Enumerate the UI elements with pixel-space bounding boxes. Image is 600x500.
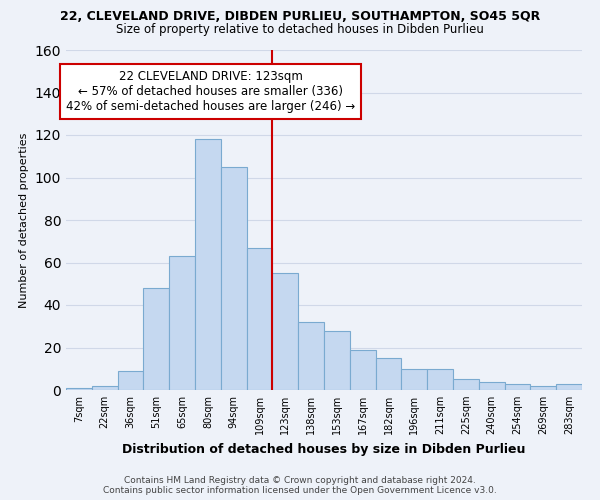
Bar (169, 256, 195, 390)
Bar (505, 384, 530, 390)
X-axis label: Distribution of detached houses by size in Dibden Purlieu: Distribution of detached houses by size … (122, 442, 526, 456)
Bar (247, 248, 272, 390)
Text: Contains HM Land Registry data © Crown copyright and database right 2024.
Contai: Contains HM Land Registry data © Crown c… (103, 476, 497, 495)
Text: 22, CLEVELAND DRIVE, DIBDEN PURLIEU, SOUTHAMPTON, SO45 5QR: 22, CLEVELAND DRIVE, DIBDEN PURLIEU, SOU… (60, 10, 540, 23)
Bar (143, 288, 169, 390)
Bar (556, 384, 582, 390)
Bar (376, 358, 401, 390)
Bar (479, 382, 505, 390)
Bar (427, 369, 453, 390)
Bar (401, 369, 427, 390)
Bar (324, 330, 350, 390)
Bar (92, 386, 118, 390)
Bar (530, 386, 556, 390)
Text: Size of property relative to detached houses in Dibden Purlieu: Size of property relative to detached ho… (116, 22, 484, 36)
Text: 22 CLEVELAND DRIVE: 123sqm
← 57% of detached houses are smaller (336)
42% of sem: 22 CLEVELAND DRIVE: 123sqm ← 57% of deta… (66, 70, 355, 114)
Bar (221, 167, 247, 390)
Bar (298, 322, 324, 390)
Bar (195, 139, 221, 390)
Bar (66, 388, 92, 390)
Bar (453, 380, 479, 390)
Y-axis label: Number of detached properties: Number of detached properties (19, 132, 29, 308)
Bar (118, 371, 143, 390)
Bar (272, 273, 298, 390)
Bar (350, 350, 376, 390)
